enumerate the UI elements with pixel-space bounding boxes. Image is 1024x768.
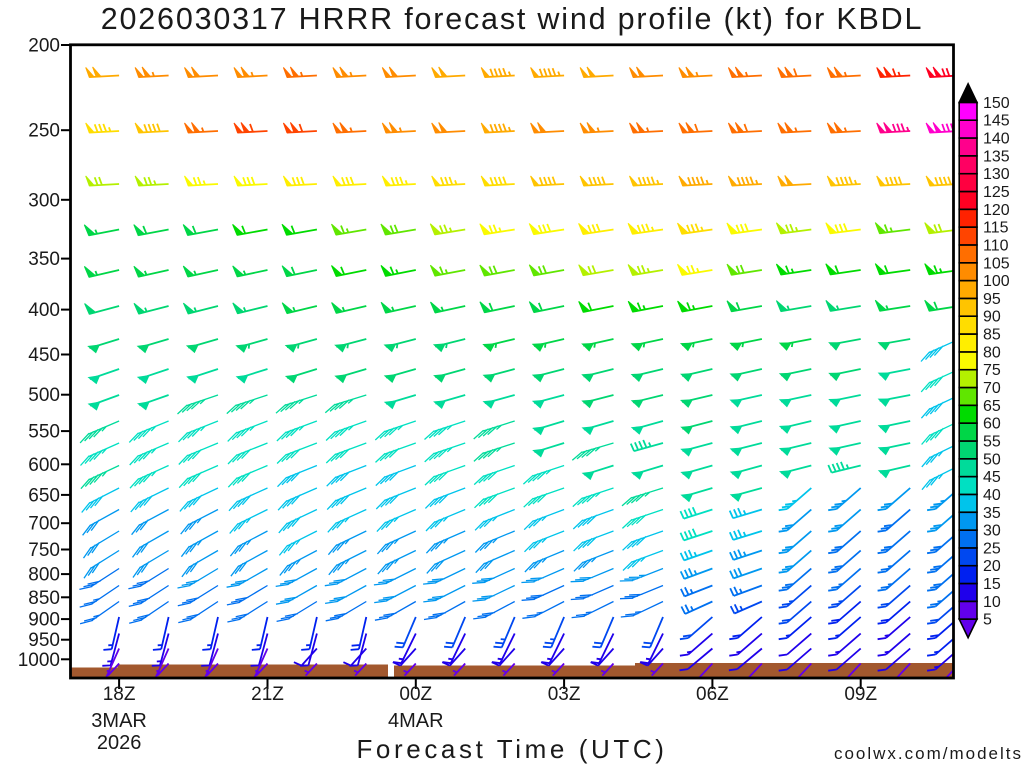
svg-text:125: 125 xyxy=(983,184,1010,201)
svg-text:30: 30 xyxy=(983,523,1001,540)
svg-text:500: 500 xyxy=(28,385,60,406)
svg-text:06Z: 06Z xyxy=(696,684,729,705)
svg-text:650: 650 xyxy=(28,485,60,506)
svg-text:coolwx.com/modelts: coolwx.com/modelts xyxy=(834,744,1023,763)
svg-text:60: 60 xyxy=(983,416,1001,433)
svg-text:450: 450 xyxy=(28,345,60,366)
svg-text:550: 550 xyxy=(28,422,60,443)
svg-text:95: 95 xyxy=(983,291,1001,308)
svg-text:700: 700 xyxy=(28,514,60,535)
svg-text:20: 20 xyxy=(983,558,1001,575)
svg-text:105: 105 xyxy=(983,255,1010,272)
svg-text:135: 135 xyxy=(983,148,1010,165)
svg-text:1000: 1000 xyxy=(18,650,60,671)
svg-text:600: 600 xyxy=(28,455,60,476)
svg-text:110: 110 xyxy=(983,238,1009,255)
svg-text:115: 115 xyxy=(983,220,1009,237)
svg-text:140: 140 xyxy=(983,131,1010,148)
svg-text:250: 250 xyxy=(28,121,60,142)
svg-text:85: 85 xyxy=(983,327,1001,344)
svg-text:90: 90 xyxy=(983,309,1001,326)
svg-text:50: 50 xyxy=(983,451,1001,468)
svg-text:55: 55 xyxy=(983,434,1001,451)
svg-text:09Z: 09Z xyxy=(844,684,877,705)
svg-text:75: 75 xyxy=(983,362,1001,379)
svg-text:70: 70 xyxy=(983,380,1001,397)
svg-text:850: 850 xyxy=(28,588,60,609)
svg-text:100: 100 xyxy=(983,273,1010,290)
svg-text:35: 35 xyxy=(983,505,1001,522)
svg-text:00Z: 00Z xyxy=(399,684,432,705)
svg-text:300: 300 xyxy=(28,190,60,211)
svg-text:65: 65 xyxy=(983,398,1001,415)
svg-text:4MAR: 4MAR xyxy=(388,710,444,732)
svg-text:900: 900 xyxy=(28,610,60,631)
svg-text:5: 5 xyxy=(983,612,992,629)
svg-text:40: 40 xyxy=(983,487,1001,504)
svg-text:10: 10 xyxy=(983,594,1001,611)
svg-text:15: 15 xyxy=(983,576,1001,593)
svg-text:03Z: 03Z xyxy=(548,684,581,705)
svg-text:200: 200 xyxy=(28,36,60,57)
svg-text:750: 750 xyxy=(28,540,60,561)
svg-text:3MAR: 3MAR xyxy=(91,710,147,732)
svg-text:150: 150 xyxy=(983,95,1010,112)
svg-text:25: 25 xyxy=(983,540,1001,557)
svg-text:400: 400 xyxy=(28,300,60,321)
svg-text:2026030317 HRRR forecast wind: 2026030317 HRRR forecast wind profile (k… xyxy=(101,2,923,36)
svg-text:80: 80 xyxy=(983,344,1001,361)
svg-text:350: 350 xyxy=(28,249,60,270)
svg-text:950: 950 xyxy=(28,630,60,651)
svg-text:145: 145 xyxy=(983,113,1010,130)
svg-text:120: 120 xyxy=(983,202,1010,219)
svg-text:130: 130 xyxy=(983,166,1010,183)
svg-text:45: 45 xyxy=(983,469,1001,486)
svg-text:18Z: 18Z xyxy=(103,684,136,705)
svg-text:2026: 2026 xyxy=(97,732,142,754)
svg-text:Forecast Time (UTC): Forecast Time (UTC) xyxy=(356,734,667,764)
svg-text:21Z: 21Z xyxy=(251,684,284,705)
svg-text:800: 800 xyxy=(28,565,60,586)
